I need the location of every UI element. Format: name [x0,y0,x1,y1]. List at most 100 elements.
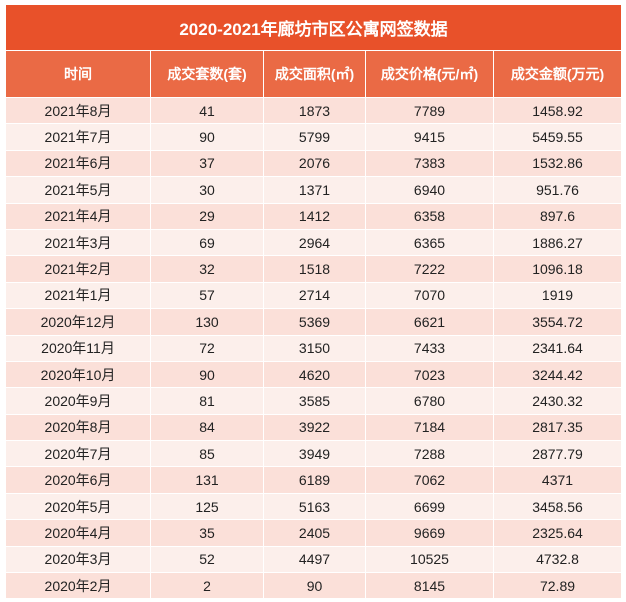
table-cell: 1919 [492,281,623,310]
table-row: 2021年7月 90 5799 9415 5459.55 [5,123,623,151]
table-cell: 2020年2月 [5,572,151,600]
table-row: 2020年7月 85 3949 7288 2877.79 [5,440,623,468]
table-container: 2020-2021年廊坊市区公寓网签数据 时间 成交套数(套) 成交面积(㎡) 成交价… [4,4,623,600]
table-row: 2020年9月 81 3585 6780 2430.32 [5,387,623,415]
table-cell: 2020年7月 [5,440,151,468]
table-row: 2021年5月 30 1371 6940 951.76 [5,176,623,204]
table-cell: 2020年4月 [5,519,151,547]
table-cell: 90 [263,572,366,600]
table-cell: 5369 [263,308,366,336]
table-cell: 1532.86 [492,149,623,178]
table-cell: 3922 [263,413,366,442]
table-cell: 6365 [365,228,494,257]
table-cell: 90 [150,360,264,389]
table-row: 2020年11月 72 3150 7433 2341.64 [5,334,623,362]
table-cell: 1873 [263,96,366,125]
table-cell: 72 [150,334,264,362]
table-cell: 5163 [263,492,366,521]
table-cell: 2714 [263,281,366,310]
table-cell: 3585 [263,387,366,415]
table-cell: 3244.42 [492,360,623,389]
table-cell: 9415 [365,123,494,151]
table-row: 2021年8月 41 1873 7789 1458.92 [5,96,623,125]
table-cell: 6780 [365,387,494,415]
table-cell: 2021年5月 [5,176,151,204]
table-cell: 2020年12月 [5,308,151,336]
table-cell: 7070 [365,281,494,310]
table-row: 2021年6月 37 2076 7383 1532.86 [5,149,623,178]
table-cell: 3949 [263,440,366,468]
table-cell: 1371 [263,176,366,204]
table-cell: 4371 [492,466,623,494]
table-cell: 1458.92 [492,96,623,125]
table-cell: 3150 [263,334,366,362]
table-cell: 41 [150,96,264,125]
table-cell: 130 [150,308,264,336]
column-header: 成交金额(万元) [492,50,623,98]
table-cell: 10525 [365,545,494,574]
table-cell: 6358 [365,202,494,230]
table-cell: 3554.72 [492,308,623,336]
table-cell: 7222 [365,255,494,283]
table-cell: 4497 [263,545,366,574]
column-header: 成交价格(元/㎡) [365,50,494,98]
table-cell: 4620 [263,360,366,389]
table-cell: 2405 [263,519,366,547]
table-cell: 57 [150,281,264,310]
table-cell: 2020年6月 [5,466,151,494]
table-cell: 2021年4月 [5,202,151,230]
table-cell: 2020年11月 [5,334,151,362]
table-row: 2020年2月 2 90 8145 72.89 [5,572,623,600]
column-header: 成交面积(㎡) [263,50,366,98]
table-cell: 7023 [365,360,494,389]
table-cell: 7789 [365,96,494,125]
table-body: 2021年8月 41 1873 7789 1458.92 2021年7月 90 5799 941… [5,96,623,600]
table-cell: 4732.8 [492,545,623,574]
table-cell: 951.76 [492,176,623,204]
table-cell: 35 [150,519,264,547]
table-cell: 7433 [365,334,494,362]
table-cell: 6189 [263,466,366,494]
table-cell: 2020年5月 [5,492,151,521]
table-cell: 2021年3月 [5,228,151,257]
table-cell: 30 [150,176,264,204]
table-cell: 7062 [365,466,494,494]
table-cell: 6699 [365,492,494,521]
table-title: 2020-2021年廊坊市区公寓网签数据 [4,4,623,51]
table-cell: 37 [150,149,264,178]
table-cell: 72.89 [492,572,623,600]
table-row: 2020年12月 130 5369 6621 3554.72 [5,308,623,336]
table-cell: 84 [150,413,264,442]
table-cell: 3458.56 [492,492,623,521]
table-cell: 2021年7月 [5,123,151,151]
table-cell: 2341.64 [492,334,623,362]
table-cell: 29 [150,202,264,230]
table-cell: 69 [150,228,264,257]
table-cell: 2877.79 [492,440,623,468]
table-cell: 6621 [365,308,494,336]
table-cell: 5459.55 [492,123,623,151]
table-cell: 9669 [365,519,494,547]
table-cell: 32 [150,255,264,283]
table-row: 2020年5月 125 5163 6699 3458.56 [5,492,623,521]
table-cell: 2021年6月 [5,149,151,178]
table-cell: 1096.18 [492,255,623,283]
table-cell: 2 [150,572,264,600]
column-header: 时间 [5,50,151,98]
table-row: 2020年6月 131 6189 7062 4371 [5,466,623,494]
table-head: 2020-2021年廊坊市区公寓网签数据 时间 成交套数(套) 成交面积(㎡) 成交价… [4,4,623,98]
table-cell: 2817.35 [492,413,623,442]
table-cell: 52 [150,545,264,574]
table-cell: 2020年10月 [5,360,151,389]
header-row: 时间 成交套数(套) 成交面积(㎡) 成交价格(元/㎡) 成交金额(万元) [5,50,623,98]
data-table: 2020-2021年廊坊市区公寓网签数据 时间 成交套数(套) 成交面积(㎡) 成交价… [4,4,623,600]
table-cell: 7288 [365,440,494,468]
table-row: 2021年3月 69 2964 6365 1886.27 [5,228,623,257]
column-header: 成交套数(套) [150,50,264,98]
table-cell: 125 [150,492,264,521]
table-cell: 90 [150,123,264,151]
table-row: 2020年3月 52 4497 10525 4732.8 [5,545,623,574]
table-cell: 2020年9月 [5,387,151,415]
table-cell: 2325.64 [492,519,623,547]
table-cell: 2021年8月 [5,96,151,125]
